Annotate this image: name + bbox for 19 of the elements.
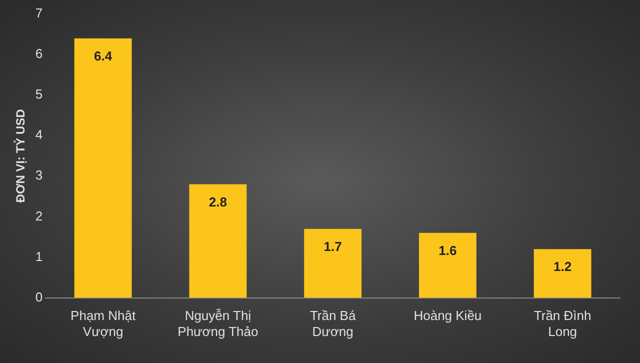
y-tick-label: 5 [35, 86, 43, 102]
y-tick-label: 6 [35, 46, 43, 62]
x-tick-label: Hoàng Kiều [414, 308, 482, 324]
data-label: 6.4 [94, 48, 113, 64]
data-label: 1.6 [438, 243, 457, 258]
x-tick-label: Trần Đình Long [534, 308, 592, 339]
y-tick-label: 4 [35, 127, 43, 142]
data-label: 1.7 [324, 238, 342, 254]
x-tick-label: Trần Bá Dương [310, 308, 356, 339]
data-label: 1.2 [554, 259, 572, 274]
y-tick-label: 2 [35, 208, 43, 224]
x-tick-label: Nguyễn Thị Phương Thảo [178, 308, 258, 339]
data-label: 2.8 [208, 194, 227, 210]
x-tick-label: Phạm Nhật Vượng [70, 308, 136, 339]
y-tick-label: 0 [35, 289, 43, 304]
y-tick-label: 1 [35, 248, 43, 264]
y-axis-title: ĐƠN VỊ: TỶ USD [14, 108, 28, 203]
y-tick-label: 3 [35, 168, 43, 183]
y-tick-label: 7 [35, 6, 43, 21]
